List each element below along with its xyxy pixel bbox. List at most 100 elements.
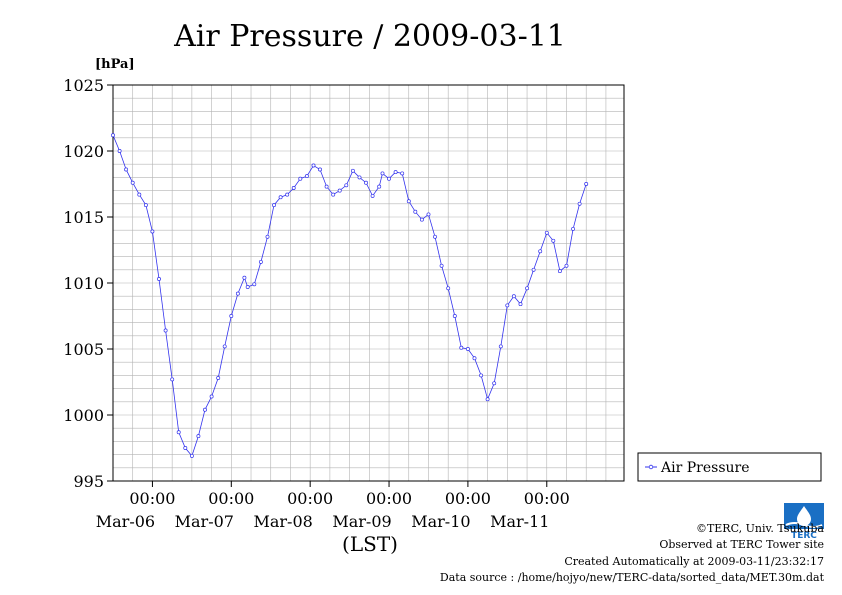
data-point <box>143 203 148 208</box>
data-point <box>380 171 385 176</box>
legend-marker <box>648 464 654 470</box>
data-point <box>485 397 490 402</box>
x-tick-label: 00:00 <box>129 489 175 508</box>
x-date-label: Mar-07 <box>175 512 234 531</box>
y-axis: 995 1000 1005 1010 1015 1020 1025 <box>63 76 113 491</box>
data-point <box>203 407 207 412</box>
y-tick-label: 1020 <box>63 142 104 161</box>
data-source: Data source : /home/hojyo/new/TERC-data/… <box>439 571 824 584</box>
x-date-label: Mar-10 <box>411 512 470 531</box>
created-timestamp: Created Automatically at 2009-03-11/23:3… <box>564 555 824 568</box>
data-point <box>285 192 290 197</box>
data-point <box>393 170 398 175</box>
data-point <box>577 201 582 206</box>
x-axis: 00:00Mar-0600:00Mar-0700:00Mar-0800:00Ma… <box>96 481 570 531</box>
data-point <box>439 263 444 268</box>
data-point <box>157 277 161 281</box>
data-point <box>406 199 411 204</box>
data-point <box>511 294 516 299</box>
series-line <box>112 135 587 457</box>
data-point <box>498 344 503 349</box>
data-point <box>557 269 562 274</box>
plot-frame <box>112 84 625 482</box>
data-point <box>344 183 349 188</box>
x-date-label: Mar-06 <box>96 512 155 531</box>
data-point <box>525 286 530 291</box>
chart-title: Air Pressure / 2009-03-11 <box>173 19 566 54</box>
grid <box>113 85 624 481</box>
data-point <box>196 434 201 439</box>
logo-text: TERC <box>791 531 817 539</box>
data-point <box>222 344 227 349</box>
data-point <box>258 259 263 264</box>
data-point <box>111 133 115 138</box>
data-point <box>419 217 424 222</box>
legend-label: Air Pressure <box>660 460 750 476</box>
y-tick-label: 1010 <box>63 274 104 293</box>
data-point <box>245 285 250 289</box>
y-tick-label: 1005 <box>63 340 104 359</box>
data-point <box>544 230 549 235</box>
data-point <box>350 168 355 173</box>
data-point <box>311 163 316 168</box>
data-point <box>505 303 510 308</box>
data-point <box>272 203 276 208</box>
series-air-pressure <box>111 133 589 458</box>
data-point <box>337 188 342 193</box>
data-point <box>150 229 155 234</box>
data-point <box>265 234 270 239</box>
data-point <box>426 212 431 217</box>
data-point <box>364 180 368 185</box>
data-point <box>551 238 556 243</box>
data-point <box>124 167 129 172</box>
data-point <box>163 328 168 333</box>
data-point <box>183 446 188 450</box>
data-point <box>584 182 589 186</box>
copyright: ©TERC, Univ. Tsukuba <box>695 522 824 535</box>
x-tick-label: 00:00 <box>445 489 491 508</box>
data-point <box>176 430 181 435</box>
x-date-label: Mar-09 <box>332 512 391 531</box>
terc-logo: TERC <box>784 503 824 541</box>
data-point <box>531 267 536 272</box>
legend: Air Pressure <box>637 452 822 482</box>
data-point <box>189 453 194 458</box>
observed-site: Observed at TERC Tower site <box>659 538 824 551</box>
data-point <box>571 226 576 231</box>
x-date-label: Mar-08 <box>253 512 312 531</box>
data-point <box>291 186 296 190</box>
terc-logo-icon: TERC <box>784 503 824 541</box>
data-point <box>304 174 309 179</box>
data-point <box>479 373 484 378</box>
data-point <box>413 209 418 214</box>
data-point <box>377 184 382 189</box>
y-tick-label: 995 <box>73 472 104 491</box>
data-point <box>492 381 497 386</box>
data-point <box>564 263 569 268</box>
data-point <box>433 234 437 239</box>
y-tick-label: 1015 <box>63 208 104 227</box>
data-point <box>400 171 405 176</box>
x-tick-label: 00:00 <box>366 489 412 508</box>
data-point <box>331 192 336 197</box>
data-point <box>137 192 142 197</box>
data-point <box>370 193 375 198</box>
x-date-label: Mar-11 <box>490 512 549 531</box>
data-point <box>229 314 234 318</box>
data-point <box>472 356 477 361</box>
x-tick-label: 00:00 <box>524 489 570 508</box>
x-tick-label: 00:00 <box>208 489 254 508</box>
data-point <box>252 282 257 287</box>
data-point <box>538 249 543 254</box>
data-point <box>318 167 322 172</box>
data-point <box>242 275 247 280</box>
data-point <box>446 286 451 291</box>
data-point <box>298 176 303 181</box>
data-point <box>387 176 391 181</box>
x-tick-label: 00:00 <box>287 489 333 508</box>
data-point <box>117 149 122 153</box>
data-point <box>235 291 240 296</box>
data-point <box>324 184 329 189</box>
data-point <box>459 345 464 350</box>
